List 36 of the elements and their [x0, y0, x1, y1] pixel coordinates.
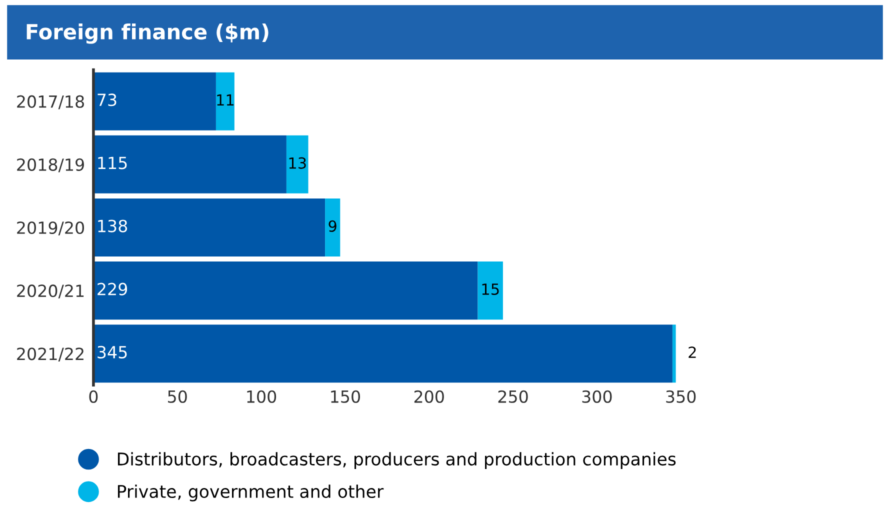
legend-label: Private, government and other	[118, 484, 384, 502]
bar	[93, 198, 326, 256]
data-label: 9	[328, 220, 336, 232]
x-tick-label: 300	[582, 390, 612, 403]
bar	[93, 135, 286, 194]
bar	[325, 198, 340, 256]
x-tick-label: 200	[414, 390, 444, 403]
x-tick-label: 150	[331, 390, 360, 403]
bar	[286, 135, 308, 194]
data-label: 15	[482, 284, 499, 295]
y-tick-label: 2021/22	[17, 348, 84, 362]
data-label: 2	[688, 346, 696, 358]
bar	[672, 324, 676, 383]
y-tick-label: 2019/20	[17, 221, 84, 236]
bar	[93, 262, 478, 320]
data-label: 115	[98, 156, 127, 170]
data-label: 229	[98, 282, 128, 296]
x-tick-label: 350	[666, 390, 696, 403]
data-label: 13	[289, 157, 306, 169]
x-tick-label: 0	[89, 390, 98, 403]
data-label: 73	[98, 94, 116, 106]
bar	[93, 324, 672, 383]
y-tick-label: 2018/19	[17, 158, 84, 172]
x-tick-label: 100	[247, 390, 276, 403]
bar	[216, 72, 234, 130]
data-label: 345	[98, 346, 127, 358]
y-tick-label: 2020/21	[17, 284, 84, 298]
y-tick-label: 2017/18	[17, 95, 84, 110]
x-tick-label: 50	[168, 390, 187, 403]
data-label: 11	[217, 94, 234, 106]
bar	[478, 262, 503, 320]
bar	[93, 72, 216, 130]
x-tick-label: 250	[498, 390, 528, 403]
chart-title: Foreign finance ($m)	[26, 23, 268, 44]
legend-label: Distributors, broadcasters, producers and production companies	[118, 452, 676, 469]
data-label: 138	[98, 220, 128, 232]
